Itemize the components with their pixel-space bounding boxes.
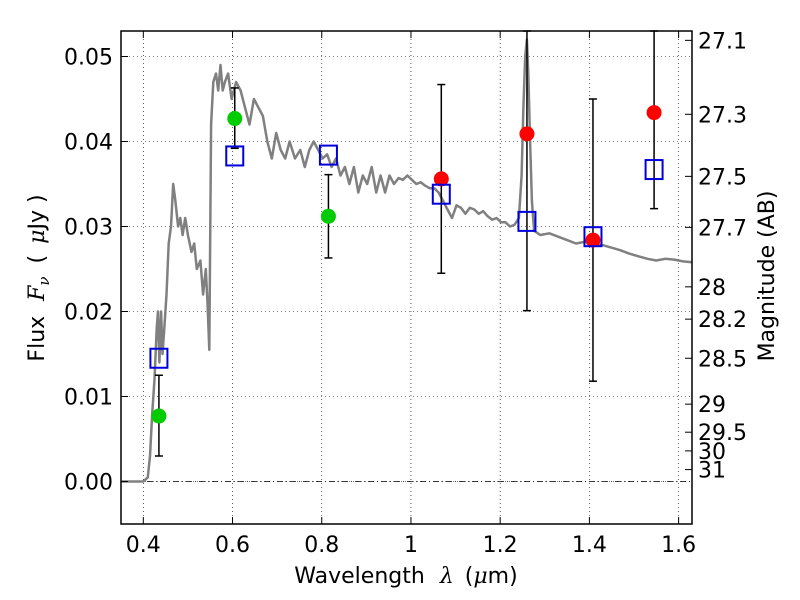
observed-flux-point	[519, 126, 535, 142]
magnitude-tick-label: 29	[698, 393, 726, 418]
y-tick-label: 0.05	[64, 46, 113, 71]
magnitude-tick-label: 28.5	[698, 347, 747, 372]
y-tick-label: 0.01	[64, 386, 113, 411]
x-axis-label-prefix: Wavelength	[294, 564, 425, 589]
x-axis-label: Wavelength λ (μm)	[294, 564, 517, 589]
observed-flux-point	[151, 408, 167, 424]
x-tick-label: 1.2	[483, 533, 518, 558]
magnitude-tick-label: 30	[698, 440, 726, 465]
x-tick-label: 1.4	[572, 533, 607, 558]
x-tick-label: 0.4	[126, 533, 161, 558]
magnitude-axis-label: Magnitude (AB)	[755, 191, 780, 362]
y-axis-label-unit-open: (	[25, 255, 50, 264]
magnitude-tick-label: 27.5	[698, 165, 747, 190]
y-axis-label-prefix: Flux	[25, 316, 50, 362]
model-photometry-square	[517, 210, 537, 232]
y-axis-label-symbol: F	[25, 285, 50, 302]
y-tick-label: 0.00	[64, 471, 113, 496]
y-axis-label: Flux Fν ( μJy )	[25, 194, 55, 361]
observed-flux-point	[433, 171, 449, 187]
magnitude-tick-label: 27.3	[698, 103, 747, 128]
model-photometry-square	[431, 183, 451, 205]
observed-flux-point	[227, 111, 243, 127]
model-photometry-square	[644, 159, 664, 181]
y-axis-label-unit-mu: μ	[25, 230, 50, 244]
model-photometry-square	[318, 144, 338, 166]
magnitude-tick-label: 29.5	[698, 421, 747, 446]
grid-layer	[121, 31, 692, 524]
magnitude-tick-label: 27.7	[698, 216, 747, 241]
x-tick-label: 1	[404, 533, 418, 558]
x-tick-label: 0.8	[304, 533, 339, 558]
magnitude-tick-label: 28	[698, 276, 726, 301]
magnitude-tick-label: 27.1	[698, 29, 747, 54]
y-tick-label: 0.03	[64, 216, 113, 241]
y-tick-label: 0.04	[64, 131, 113, 156]
observed-flux-point	[320, 208, 336, 224]
points-layer	[149, 30, 664, 457]
tick-layer: 0.4 0.6 0.8 1 1.2 1.4 1.6 0.00 0.01 0.02 0.03 0.04 0…	[64, 29, 747, 558]
y-axis-label-subscript: ν	[35, 276, 53, 285]
model-photometry-square	[583, 226, 603, 248]
y-axis-label-unit-rest: Jy )	[25, 194, 50, 231]
x-tick-label: 1.6	[661, 533, 696, 558]
model-layer	[121, 38, 693, 483]
x-axis-label-unit-mu: μ	[473, 564, 487, 589]
x-axis-label-symbol: λ	[439, 564, 454, 589]
y-tick-label: 0.02	[64, 301, 113, 326]
sed-model-curve	[121, 38, 693, 483]
model-photometry-square	[225, 145, 245, 167]
model-photometry-square	[149, 347, 169, 369]
observed-flux-point	[646, 105, 662, 121]
x-tick-label: 0.6	[215, 533, 250, 558]
magnitude-tick-label: 31	[698, 459, 726, 484]
plot-frame	[120, 30, 693, 525]
magnitude-tick-label: 28.2	[698, 308, 747, 333]
x-axis-label-unit-open: (	[465, 564, 474, 589]
observed-flux-point	[585, 232, 601, 248]
x-axis-label-unit-rest: m)	[488, 564, 518, 589]
